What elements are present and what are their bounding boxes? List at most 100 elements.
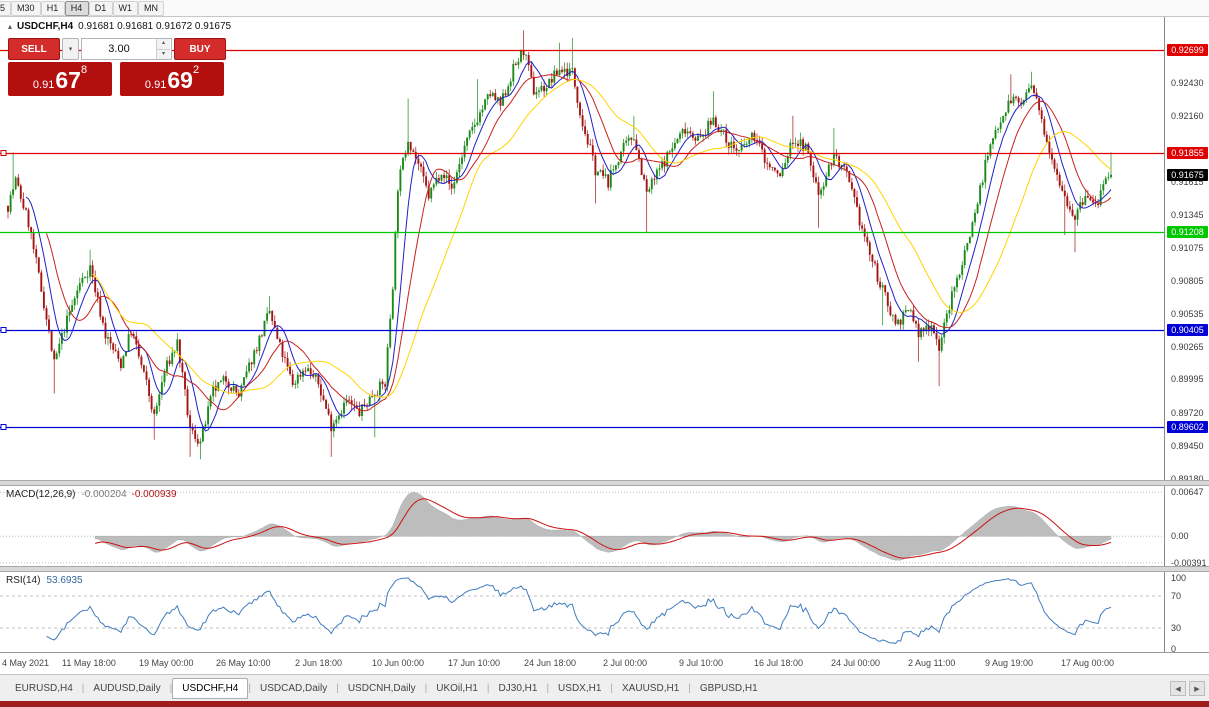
price-scale-tick: 0.89995	[1171, 374, 1204, 385]
tab-separator: |	[248, 682, 251, 694]
timeframe-button-w1[interactable]: W1	[112, 0, 139, 16]
time-axis-label: 4 May 2021	[2, 658, 50, 668]
line-anchor-marker	[0, 424, 7, 430]
price-scale-tick: 0.90535	[1171, 308, 1204, 319]
rsi-line	[46, 577, 1112, 645]
rsi-indicator-canvas[interactable]	[0, 572, 1164, 652]
macd-label: MACD(12,26,9) -0.000204 -0.000939	[6, 489, 177, 500]
tab-separator: |	[81, 682, 85, 694]
time-axis-label: 17 Aug 00:00	[1061, 658, 1115, 668]
chart-tab-eurusd[interactable]: EURUSD,H4	[15, 682, 73, 694]
chart-tab-gbpusd[interactable]: GBPUSD,H1	[699, 682, 758, 694]
ma-fast	[25, 61, 1112, 432]
chart-tab-usdcad[interactable]: USDCAD,Daily	[259, 682, 328, 694]
panel-splitter-rsi[interactable]	[0, 566, 1209, 572]
sell-price-pips: 67	[55, 67, 81, 93]
price-line-tag: 0.91208	[1167, 225, 1208, 238]
macd-scale-label: -0.00391	[1171, 557, 1207, 568]
line-anchor-marker	[0, 327, 7, 333]
one-click-trading-panel: SELL ▾ ▴ ▾ BUY 0.91 67 8 0.91 69 2	[8, 38, 232, 96]
tab-separator: |	[546, 682, 550, 694]
time-axis-label: 24 Jul 00:00	[831, 658, 881, 668]
price-scale-tick: 0.89180	[1171, 473, 1204, 484]
price-scale[interactable]: 0.92430 0.92160 0.91615 0.91345 0.91075 0.908…	[1164, 17, 1209, 654]
timeframe-button-d1[interactable]: D1	[88, 0, 113, 16]
price-scale-tick: 0.89450	[1171, 440, 1204, 451]
sell-price-prefix: 0.91	[32, 79, 55, 91]
window-bottom-edge	[0, 701, 1209, 707]
tab-separator: |	[169, 682, 173, 694]
macd-indicator-canvas[interactable]	[0, 486, 1164, 566]
time-axis-label: 2 Aug 11:00	[908, 658, 956, 668]
volume-input[interactable]	[82, 39, 156, 59]
rsi-label: RSI(14) 53.6935	[6, 575, 83, 586]
tab-separator: |	[688, 682, 691, 694]
time-axis-label: 10 Jun 00:00	[372, 658, 425, 668]
rsi-scale-label: 70	[1171, 591, 1182, 601]
time-axis-label: 9 Aug 19:00	[985, 658, 1034, 668]
price-line-tag: 0.92699	[1167, 44, 1208, 57]
sell-price-point: 8	[80, 64, 88, 76]
timeframe-button-h1[interactable]: H1	[40, 0, 65, 16]
time-axis-label: 16 Jul 18:00	[754, 658, 804, 668]
chart-tab-audusd[interactable]: AUDUSD,Daily	[93, 682, 161, 694]
tab-separator: |	[610, 682, 614, 694]
time-axis-label: 26 May 10:00	[216, 658, 271, 668]
price-scale-tick: 0.92430	[1171, 77, 1204, 88]
macd-scale-label: 0.00	[1171, 531, 1189, 542]
macd-signal-line	[95, 498, 1112, 559]
chart-ohlc-values: 0.91681 0.91681 0.91672 0.91675	[78, 21, 232, 32]
rsi-scale-label: 100	[1171, 573, 1187, 583]
sell-button[interactable]: SELL	[8, 38, 60, 60]
tab-scrollers: ◀ ▶	[1170, 681, 1205, 696]
buy-price-box[interactable]: 0.91 69 2	[120, 62, 224, 96]
macd-scale-label: 0.00647	[1171, 487, 1204, 498]
macd-name: MACD(12,26,9)	[6, 489, 76, 500]
price-scale-tick: 0.91345	[1171, 209, 1204, 220]
price-line-tag: 0.90405	[1167, 323, 1208, 336]
timeframe-button-mn[interactable]: MN	[138, 0, 165, 16]
chart-tabbar: EURUSD,H4 | AUDUSD,Daily | USDCHF,H4 | U…	[0, 674, 1209, 701]
chart-header: ▴ USDCHF,H4 0.91681 0.91681 0.91672 0.91…	[8, 21, 231, 32]
rsi-value: 53.6935	[46, 575, 83, 586]
order-type-dropdown[interactable]: ▾	[62, 38, 79, 60]
tab-scroll-right-button[interactable]: ▶	[1189, 681, 1205, 696]
sell-price-box[interactable]: 0.91 67 8	[8, 62, 112, 96]
chart-tab-xauusd[interactable]: XAUUSD,H1	[622, 682, 680, 694]
chart-tab-dj30[interactable]: DJ30,H1	[498, 682, 538, 694]
rsi-scale-label: 30	[1171, 623, 1182, 633]
line-anchor-marker	[0, 150, 7, 156]
chart-tab-ukoil[interactable]: UKOil,H1	[436, 682, 478, 694]
time-axis-label: 24 Jun 18:00	[524, 658, 577, 668]
price-line-tag: 0.89602	[1167, 421, 1208, 434]
current-price-tag: 0.91675	[1167, 168, 1208, 181]
timeframe-button-m30[interactable]: M30	[11, 0, 41, 16]
tab-separator: |	[424, 682, 428, 694]
ma-slow	[92, 78, 1112, 398]
volume-increase-button[interactable]: ▴	[157, 39, 170, 50]
macd-value-main: -0.000204	[81, 489, 127, 500]
volume-stepper: ▴ ▾	[156, 39, 170, 59]
timeframe-button-m5[interactable]: 5	[0, 0, 12, 16]
chart-tab-usdchf-active[interactable]: USDCHF,H4	[172, 677, 249, 699]
ma-mid	[46, 74, 1112, 412]
volume-decrease-button[interactable]: ▾	[157, 49, 170, 59]
chart-tab-usdcnh[interactable]: USDCNH,Daily	[347, 682, 416, 694]
tab-scroll-left-button[interactable]: ◀	[1170, 681, 1186, 696]
buy-button[interactable]: BUY	[174, 38, 226, 60]
price-line-tag: 0.91855	[1167, 146, 1208, 159]
buy-price-pips: 69	[167, 67, 193, 93]
macd-histogram	[94, 492, 1112, 561]
timeframe-button-h4[interactable]: H4	[64, 0, 89, 16]
time-axis-label: 2 Jun 18:00	[295, 658, 343, 668]
chart-tab-usdx[interactable]: USDX,H1	[558, 682, 602, 694]
price-scale-tick: 0.89720	[1171, 407, 1204, 418]
volume-field: ▴ ▾	[81, 38, 172, 60]
rsi-scale-label: 0	[1171, 644, 1177, 654]
collapse-triangle-icon[interactable]: ▴	[8, 22, 13, 31]
price-scale-tick: 0.92160	[1171, 110, 1204, 121]
panel-splitter-macd[interactable]	[0, 480, 1209, 486]
time-axis[interactable]: 4 May 2021 11 May 18:00 19 May 00:00 26 May…	[0, 652, 1209, 674]
timeframe-toolbar: 5 M30 H1 H4 D1 W1 MN	[0, 0, 1209, 17]
